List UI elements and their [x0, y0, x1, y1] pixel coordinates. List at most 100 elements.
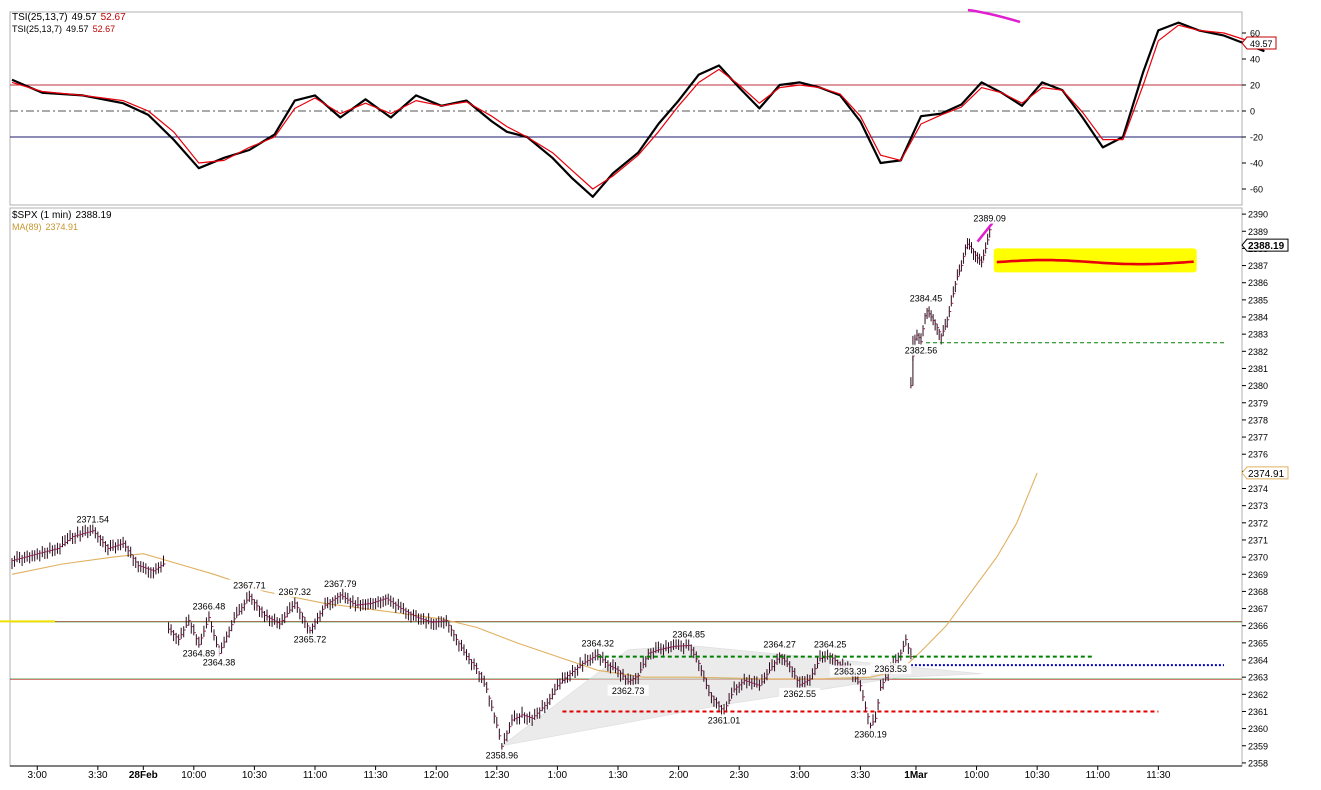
annotation-bg [188, 600, 230, 612]
price-y-tick-label: 2366 [1248, 621, 1268, 631]
annotation-bg [900, 344, 942, 356]
price-annotation: 2366.48 [193, 601, 226, 611]
price-y-tick-label: 2363 [1248, 673, 1268, 683]
tsi-legend-1: TSI(25,13,7) 49.57 52.67 [12, 12, 130, 23]
tsi-signal-line [11, 24, 1265, 190]
price-annotation: 2365.72 [294, 635, 327, 645]
x-tick-label: 10:00 [964, 770, 989, 781]
price-divergence-marker [976, 221, 994, 243]
price-y-tick-label: 2386 [1248, 278, 1268, 288]
price-annotation: 2360.19 [854, 729, 887, 739]
tsi-y-tick-label: -60 [1250, 185, 1263, 195]
x-tick-label: 2:30 [729, 770, 749, 781]
price-y-tick-label: 2383 [1248, 330, 1268, 340]
price-y-tick-label: 2369 [1248, 570, 1268, 580]
x-tick-label: 2:00 [669, 770, 689, 781]
x-tick-label: 28Feb [129, 770, 158, 781]
annotation-bg [969, 212, 1011, 224]
price-y-tick-label: 2360 [1248, 724, 1268, 734]
tsi-line [11, 21, 1265, 198]
price-annotation: 2364.25 [814, 640, 847, 650]
price-last-value-badge: 2388.19 [1248, 241, 1285, 252]
annotation-bg [178, 647, 220, 659]
x-tick-label: 1:30 [608, 770, 628, 781]
price-annotation: 2367.79 [324, 579, 357, 589]
tsi-legend-name-1: TSI(25,13,7) [12, 12, 68, 23]
price-annotation: 2362.55 [784, 689, 817, 699]
tsi-signal-badge [1241, 36, 1277, 50]
price-y-tick-label: 2390 [1248, 210, 1268, 220]
tsi-legend-value-2: 49.57 [66, 24, 89, 34]
price-y-tick-label: 2381 [1248, 364, 1268, 374]
price-y-tick-label: 2370 [1248, 553, 1268, 563]
ma-legend: MA(89) 2374.91 [12, 222, 82, 232]
price-y-tick-label: 2380 [1248, 381, 1268, 391]
x-tick-label: 11:00 [303, 770, 328, 781]
x-tick-label: 11:00 [1086, 770, 1111, 781]
highlight-zone [993, 248, 1197, 273]
annotation-bg [849, 728, 892, 740]
x-tick-label: 3:00 [790, 770, 810, 781]
x-tick-label: 12:00 [424, 770, 449, 781]
annotation-bg [228, 579, 270, 591]
x-tick-label: 3:00 [28, 770, 48, 781]
price-y-tick-label: 2389 [1248, 227, 1268, 237]
annotation-bg [319, 578, 361, 590]
price-last-badge-frame [1241, 238, 1289, 252]
annotation-bg [289, 633, 331, 645]
x-tick-label: 12:30 [484, 770, 509, 781]
ma-line [11, 472, 1038, 680]
spx-legend-symbol: $SPX (1 min) [12, 210, 72, 221]
price-annotation: 2367.71 [233, 580, 266, 590]
price-annotation: 2362.73 [612, 686, 645, 696]
price-y-tick-label: 2361 [1248, 707, 1268, 717]
price-annotation: 2358.96 [486, 750, 519, 760]
price-y-tick-label: 2378 [1248, 415, 1268, 425]
highlight-red-line [996, 258, 1194, 266]
price-annotation: 2389.09 [973, 214, 1006, 224]
annotation-bg [198, 656, 240, 668]
price-y-tick-label: 2382 [1248, 347, 1268, 357]
price-annotation: 2367.32 [279, 587, 312, 597]
ma-last-value-badge: 2374.91 [1248, 469, 1285, 480]
tsi-legend-name-2: TSI(25,13,7) [12, 24, 63, 34]
price-y-tick-label: 2359 [1248, 741, 1268, 751]
price-y-tick-label: 2362 [1248, 690, 1268, 700]
price-y-tick-label: 2367 [1248, 604, 1268, 614]
price-y-tick-label: 2372 [1248, 518, 1268, 528]
price-y-tick-label: 2373 [1248, 501, 1268, 511]
x-tick-label: 1Mar [904, 770, 927, 781]
x-tick-label: 3:30 [851, 770, 871, 781]
ma-legend-name: MA(89) [12, 222, 42, 232]
spx-legend-value: 2388.19 [75, 210, 112, 221]
annotation-bg [577, 637, 619, 649]
price-annotation: 2364.27 [763, 639, 796, 649]
price-annotation: 2363.39 [834, 666, 867, 676]
price-y-tick-label: 2379 [1248, 398, 1268, 408]
tsi-legend-signal-2: 52.67 [92, 24, 116, 34]
tsi-y-tick-label: -20 [1250, 133, 1263, 143]
annotation-bg [905, 292, 947, 304]
price-annotation: 2364.85 [672, 629, 705, 639]
annotation-bg [703, 714, 745, 726]
ma-legend-value: 2374.91 [45, 222, 79, 232]
price-annotation: 2371.54 [77, 515, 110, 525]
x-tick-label: 10:00 [181, 770, 206, 781]
x-tick-label: 10:30 [1025, 770, 1050, 781]
x-tick-label: 3:30 [88, 770, 108, 781]
tsi-divergence-marker [967, 8, 1021, 24]
annotation-bg [829, 665, 871, 677]
x-tick-label: 10:30 [242, 770, 267, 781]
price-annotation: 2382.56 [905, 346, 938, 356]
tsi-y-tick-label: 40 [1250, 55, 1260, 65]
tsi-y-tick-label: -40 [1250, 159, 1263, 169]
price-annotation: 2364.38 [203, 657, 236, 667]
price-y-tick-label: 2376 [1248, 450, 1268, 460]
annotation-bg [668, 628, 710, 640]
price-y-tick-label: 2364 [1248, 656, 1268, 666]
price-y-tick-label: 2365 [1248, 638, 1268, 648]
tsi-y-tick-label: 60 [1250, 29, 1260, 39]
price-y-tick-label: 2384 [1248, 313, 1268, 323]
tsi-legend-signal-1: 52.67 [100, 12, 126, 23]
